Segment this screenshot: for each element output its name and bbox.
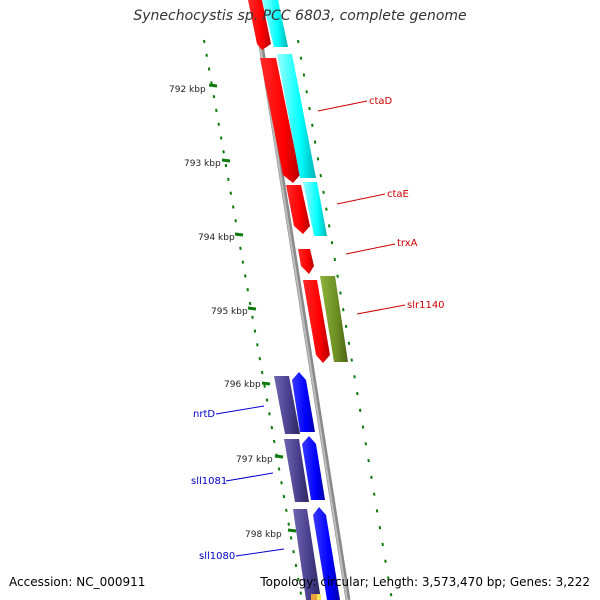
- tick-label-798: 798 kbp: [245, 530, 282, 540]
- accession-text: Accession: NC_000911: [9, 575, 146, 589]
- blue-leader-lines: [215, 405, 285, 557]
- gene-ctaD[interactable]: [260, 58, 300, 183]
- red-leader-lines: [317, 100, 406, 315]
- yellow-feature[interactable]: [317, 594, 321, 600]
- tick-label-793: 793 kbp: [184, 159, 221, 169]
- label-ctaE[interactable]: ctaE: [387, 189, 409, 200]
- gene-ctaE[interactable]: [286, 185, 310, 234]
- page-title: Synechocystis sp. PCC 6803, complete gen…: [133, 8, 467, 24]
- gene-sll1081-purple[interactable]: [284, 439, 309, 502]
- tick-label-797: 797 kbp: [236, 455, 273, 465]
- tick-label-794: 794 kbp: [198, 233, 235, 243]
- orange-feature[interactable]: [311, 594, 317, 600]
- gene-sll1080-purple[interactable]: [293, 509, 321, 600]
- label-sll1081[interactable]: sll1081: [191, 476, 227, 487]
- tick-label-795: 795 kbp: [211, 307, 248, 317]
- orf-top-cyan[interactable]: [262, 0, 288, 47]
- tick-label-792: 792 kbp: [169, 85, 206, 95]
- label-ctaD[interactable]: ctaD: [369, 96, 393, 107]
- gene-nrtD[interactable]: [292, 372, 315, 432]
- label-nrtD[interactable]: nrtD: [193, 409, 215, 420]
- gene-trxA[interactable]: [298, 249, 314, 274]
- label-slr1140[interactable]: slr1140: [407, 300, 445, 311]
- gene-sll1081[interactable]: [302, 436, 325, 500]
- label-sll1080[interactable]: sll1080: [199, 551, 235, 562]
- gene-slr1140-olive[interactable]: [320, 276, 348, 362]
- gene-slr1140[interactable]: [303, 280, 330, 363]
- gene-top-red[interactable]: [248, 0, 271, 50]
- topology-text: Topology: circular; Length: 3,573,470 bp…: [260, 575, 590, 589]
- tick-label-796: 796 kbp: [224, 380, 261, 390]
- orf-ctaE-cyan[interactable]: [303, 182, 327, 236]
- major-ticks: [208, 83, 297, 533]
- orf-ctaD-cyan[interactable]: [277, 54, 316, 178]
- gene-nrtD-purple[interactable]: [274, 376, 300, 434]
- label-trxA[interactable]: trxA: [397, 238, 418, 249]
- gene-sll1080[interactable]: [313, 507, 340, 600]
